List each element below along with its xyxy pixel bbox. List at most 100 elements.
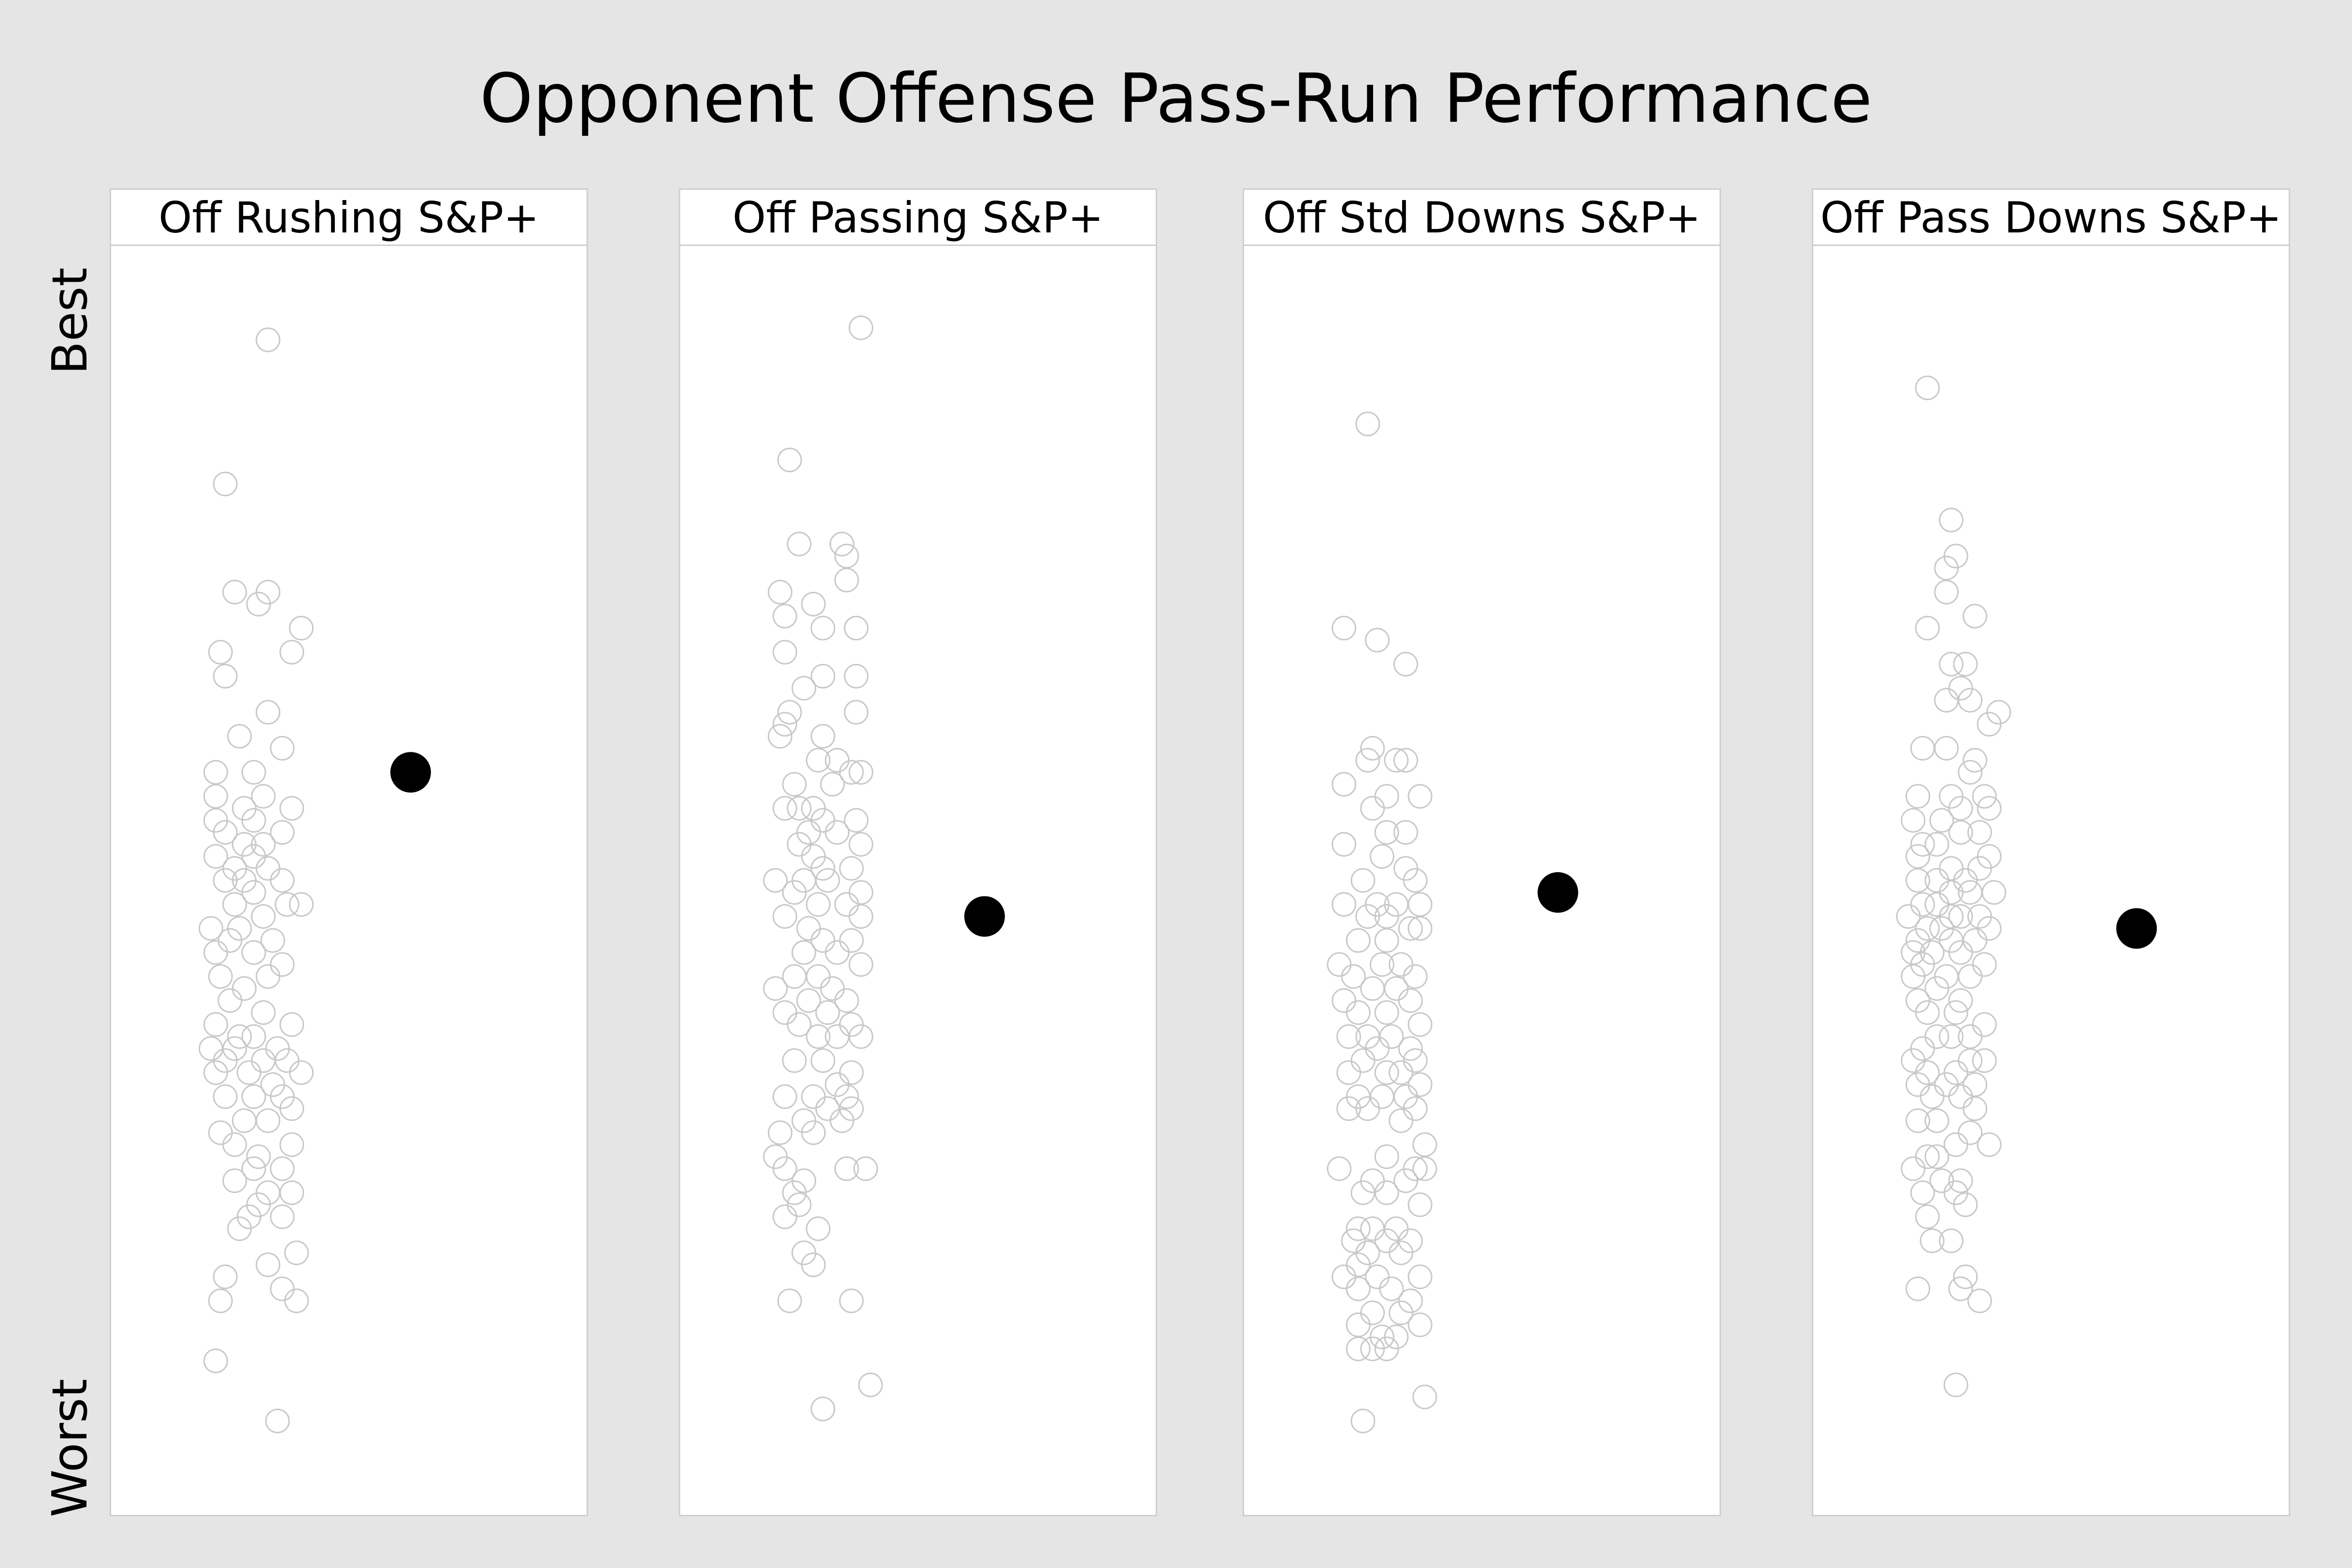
panel-off-pass-downs: Off Pass Downs S&P+ — [1812, 188, 2290, 1516]
data-point — [1369, 1084, 1394, 1109]
data-point — [1924, 832, 1950, 857]
data-point — [1327, 952, 1352, 977]
data-point — [801, 591, 826, 617]
data-point — [1953, 1264, 1978, 1289]
data-point — [1369, 844, 1394, 869]
data-point — [1934, 688, 1959, 713]
data-point — [1360, 976, 1385, 1001]
data-point — [1374, 1228, 1399, 1253]
data-point — [270, 736, 295, 761]
data-point — [213, 868, 238, 893]
data-point — [777, 1288, 802, 1313]
data-point — [1958, 964, 1983, 989]
data-point — [768, 724, 793, 749]
data-point — [199, 916, 224, 941]
data-point — [1948, 904, 1973, 929]
data-point — [1379, 1276, 1404, 1301]
data-point — [1374, 1144, 1399, 1169]
data-point — [825, 748, 850, 773]
data-point — [284, 1240, 309, 1266]
data-point — [848, 952, 874, 977]
data-point — [1924, 1108, 1950, 1133]
data-point — [1360, 736, 1385, 761]
data-point — [834, 568, 859, 592]
data-point — [236, 1060, 261, 1085]
data-point — [213, 820, 238, 845]
data-point — [815, 868, 840, 893]
data-point — [251, 1000, 276, 1025]
data-point — [815, 1096, 840, 1121]
data-point — [1346, 928, 1371, 953]
data-point — [839, 856, 864, 881]
data-point — [1412, 1156, 1437, 1181]
data-point — [782, 1180, 807, 1205]
data-point — [213, 663, 238, 689]
data-point — [787, 832, 812, 857]
data-point — [232, 976, 257, 1001]
data-point — [834, 1156, 859, 1181]
data-point — [1958, 760, 1983, 785]
data-point — [1924, 976, 1950, 1001]
highlight-point — [390, 752, 431, 793]
data-point — [1938, 1024, 1964, 1049]
data-point — [1332, 1264, 1357, 1289]
data-point — [773, 796, 797, 821]
data-point — [1953, 652, 1978, 676]
data-point — [1346, 1337, 1371, 1361]
data-point — [256, 1252, 281, 1277]
data-point — [1374, 1337, 1399, 1361]
data-point — [834, 988, 859, 1013]
data-point — [1374, 904, 1399, 929]
data-point — [810, 616, 835, 641]
data-point — [1953, 868, 1978, 893]
data-point — [839, 760, 864, 785]
panel-header-off-rushing: Off Rushing S&P+ — [111, 190, 587, 246]
data-point — [241, 1156, 266, 1181]
data-point — [256, 856, 281, 881]
data-point — [1938, 507, 1964, 532]
data-point — [815, 1000, 840, 1025]
data-point — [787, 532, 812, 557]
data-point — [1977, 796, 2002, 821]
highlight-point — [964, 896, 1005, 937]
data-point — [1407, 1192, 1433, 1217]
data-point — [289, 892, 314, 917]
data-point — [199, 1036, 224, 1061]
panel-header-off-pass-downs: Off Pass Downs S&P+ — [1813, 190, 2289, 246]
data-point — [274, 1048, 300, 1073]
data-point — [1374, 928, 1399, 953]
data-point — [1910, 892, 1935, 917]
panel-off-rushing: Off Rushing S&P+ — [110, 188, 588, 1516]
data-point — [241, 760, 266, 785]
data-point — [834, 892, 859, 917]
data-point — [844, 700, 869, 725]
data-point — [1943, 1000, 1968, 1025]
data-point — [1332, 616, 1357, 641]
data-point — [227, 724, 252, 749]
data-point — [830, 1108, 855, 1133]
data-point — [203, 1348, 228, 1373]
plot-area-off-pass-downs — [1896, 375, 2157, 1397]
data-point — [839, 928, 864, 953]
data-point — [1336, 1060, 1361, 1085]
data-point — [222, 892, 247, 917]
data-point — [203, 844, 228, 869]
data-point — [773, 1000, 797, 1025]
data-point — [1910, 736, 1935, 761]
data-point — [1934, 556, 1959, 581]
data-point — [1403, 1048, 1428, 1073]
data-point — [241, 940, 266, 965]
data-point — [848, 315, 874, 340]
data-point — [848, 760, 874, 785]
data-point — [279, 1132, 304, 1157]
data-point — [1938, 856, 1964, 881]
data-point — [1407, 892, 1433, 917]
data-point — [1901, 1048, 1926, 1073]
data-point — [1389, 1300, 1414, 1325]
data-point — [1906, 1276, 1930, 1301]
data-point — [1365, 1036, 1390, 1061]
panel-off-std-downs: Off Std Downs S&P+ — [1243, 188, 1721, 1516]
data-point — [839, 1288, 864, 1313]
data-point — [791, 940, 817, 965]
data-point — [773, 712, 797, 737]
